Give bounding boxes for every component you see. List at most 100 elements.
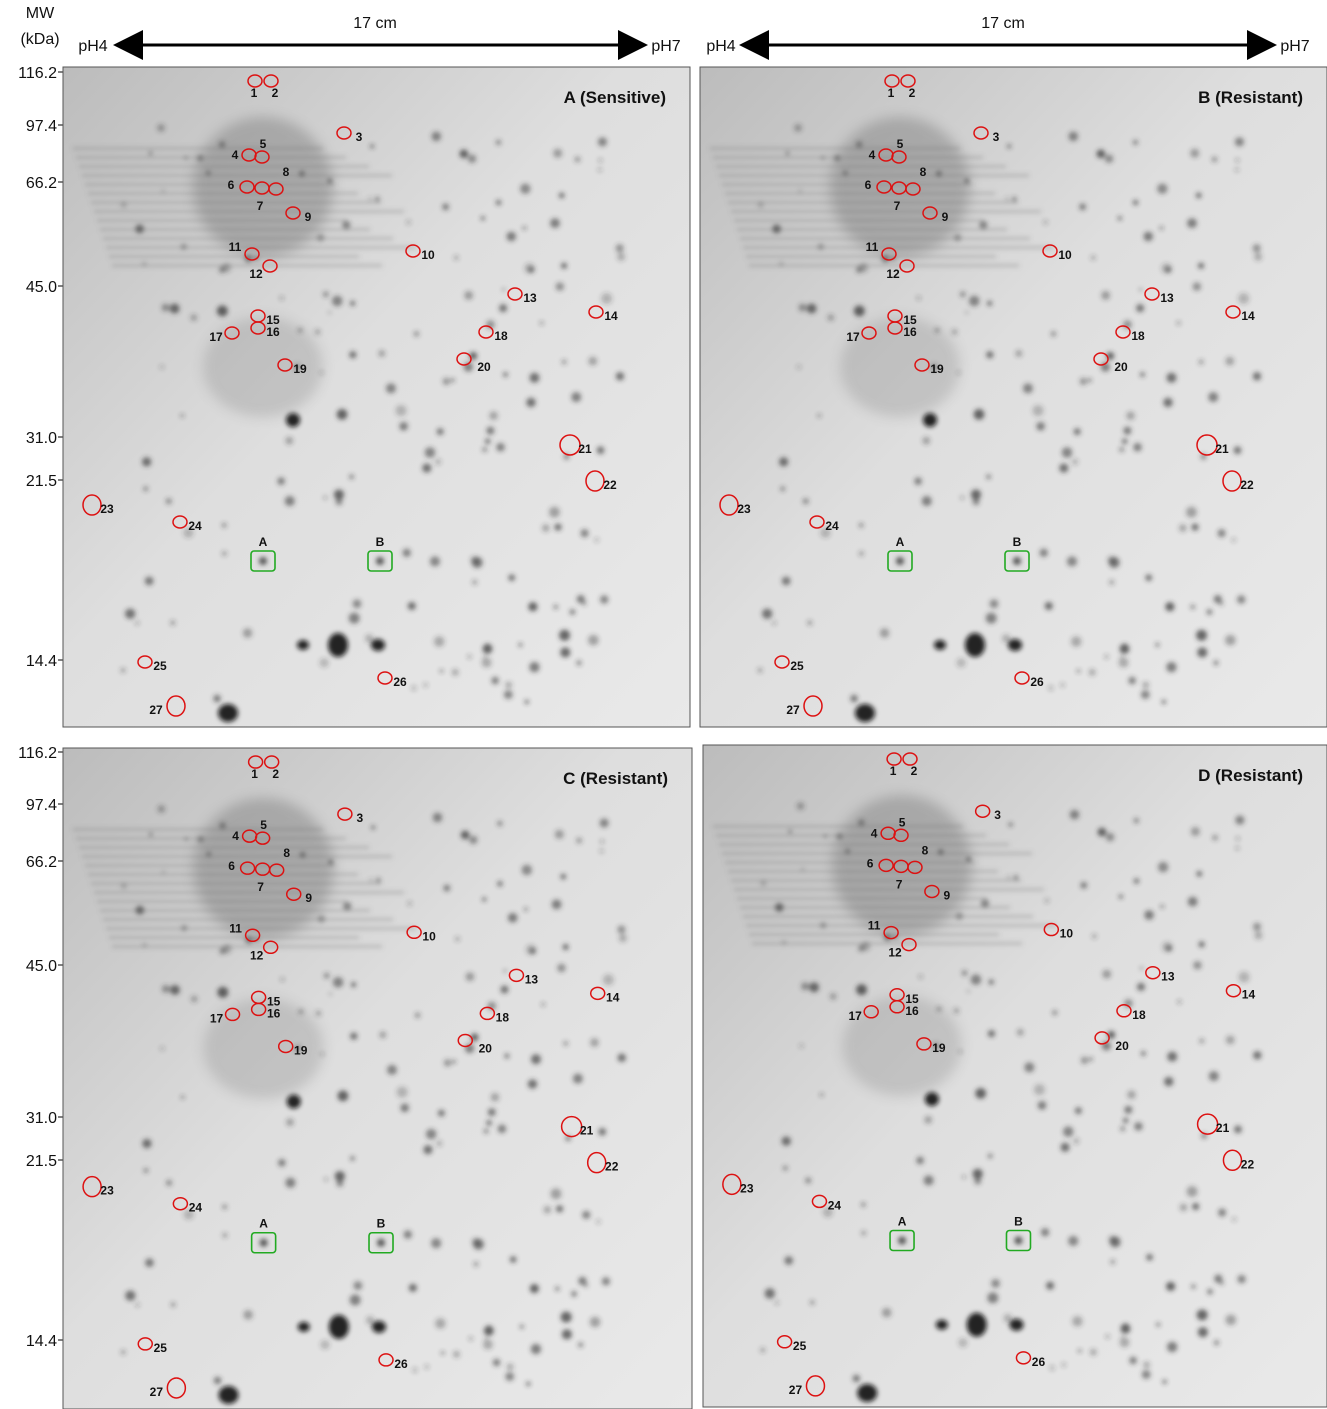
spot (1235, 815, 1245, 825)
spot (452, 1059, 456, 1064)
spot-circle (244, 928, 261, 943)
spot (482, 1339, 493, 1350)
spot (142, 1138, 152, 1149)
spot-circle (1196, 1113, 1219, 1135)
spot-label: 26 (1030, 675, 1044, 689)
spot-label: 1 (890, 764, 897, 778)
spot (800, 867, 805, 872)
spot-circle (263, 755, 280, 769)
spot (219, 947, 226, 955)
spot (557, 963, 566, 973)
spot (528, 602, 538, 612)
spot (284, 496, 295, 507)
spot-circle (1093, 352, 1109, 366)
spot-circle (277, 1039, 294, 1054)
marker-box (368, 1231, 394, 1254)
spot-circle (82, 494, 102, 516)
spot (860, 1230, 867, 1236)
spot-label: 17 (849, 1009, 863, 1023)
spot-label: 17 (846, 330, 860, 344)
spot-label: 14 (606, 990, 620, 1004)
spot (987, 1292, 999, 1304)
spot-circle (1222, 1149, 1243, 1172)
spot-circle (1196, 434, 1218, 456)
spot (1118, 657, 1129, 668)
spot-circle (268, 182, 284, 196)
spot-label: 15 (266, 313, 280, 327)
spot-label: 21 (1215, 442, 1229, 456)
spot (1143, 231, 1154, 242)
spot (1237, 1275, 1246, 1284)
streak (109, 936, 359, 939)
spot (320, 1340, 330, 1350)
spot-label: 6 (865, 178, 872, 192)
spot-label: 3 (993, 130, 1000, 144)
spot (1225, 356, 1235, 366)
spot (1233, 446, 1242, 455)
spot (371, 825, 376, 830)
spot (507, 912, 518, 923)
spot (555, 282, 565, 291)
spot (1252, 922, 1262, 931)
spot (222, 1204, 228, 1210)
spot-circle (1144, 287, 1160, 301)
spot (1177, 999, 1182, 1004)
spot-label: 13 (1160, 291, 1174, 305)
spot (1107, 555, 1116, 564)
spot (1198, 262, 1205, 269)
spot (583, 1283, 588, 1288)
spot-circle (922, 206, 938, 220)
spot-label: 14 (1241, 309, 1255, 323)
spot (991, 1279, 1000, 1288)
spot-circle (336, 126, 352, 140)
spot (527, 1079, 538, 1089)
spot (1157, 861, 1169, 873)
spot-circle (478, 325, 494, 339)
spot (1195, 192, 1202, 199)
spot (1162, 941, 1173, 953)
spot-circle (973, 126, 989, 140)
marker-label: A (259, 535, 268, 549)
spot (217, 986, 229, 998)
spot (757, 201, 764, 208)
spot (1076, 669, 1081, 673)
spot (960, 495, 964, 500)
spot-circle (901, 937, 917, 952)
spot (328, 311, 332, 315)
spot-label: 5 (260, 137, 267, 151)
spot (965, 633, 985, 657)
mw-tick-label: 14.4 (26, 653, 57, 670)
spot-label: 25 (154, 1341, 168, 1355)
spot-label: 3 (357, 811, 364, 825)
spot (286, 413, 300, 427)
spot (414, 1012, 421, 1019)
spot (483, 1128, 489, 1134)
spot-label: 10 (421, 248, 435, 262)
spot (951, 328, 958, 336)
spot-circle (883, 925, 899, 940)
spot (497, 1124, 507, 1134)
spot (801, 982, 810, 991)
spot (1164, 1076, 1174, 1087)
spot-label: 27 (789, 1383, 803, 1397)
spot (402, 548, 411, 558)
streak (112, 945, 382, 948)
panel-title: D (Resistant) (1198, 766, 1303, 785)
spot (588, 356, 598, 366)
spot (469, 835, 478, 845)
spot (436, 428, 444, 436)
spot-circle (876, 180, 892, 194)
spot-label: 26 (1032, 1355, 1046, 1369)
spot (157, 805, 166, 813)
spot (550, 1188, 562, 1200)
spot (1089, 1348, 1097, 1356)
spot (921, 496, 932, 507)
spot (1022, 383, 1033, 394)
spot (351, 982, 357, 988)
spot-circle (924, 884, 940, 899)
spot-circle (586, 1151, 607, 1174)
spot (1179, 524, 1187, 532)
spot (819, 922, 827, 929)
spot (1124, 1105, 1133, 1114)
spot-label: 2 (911, 764, 918, 778)
